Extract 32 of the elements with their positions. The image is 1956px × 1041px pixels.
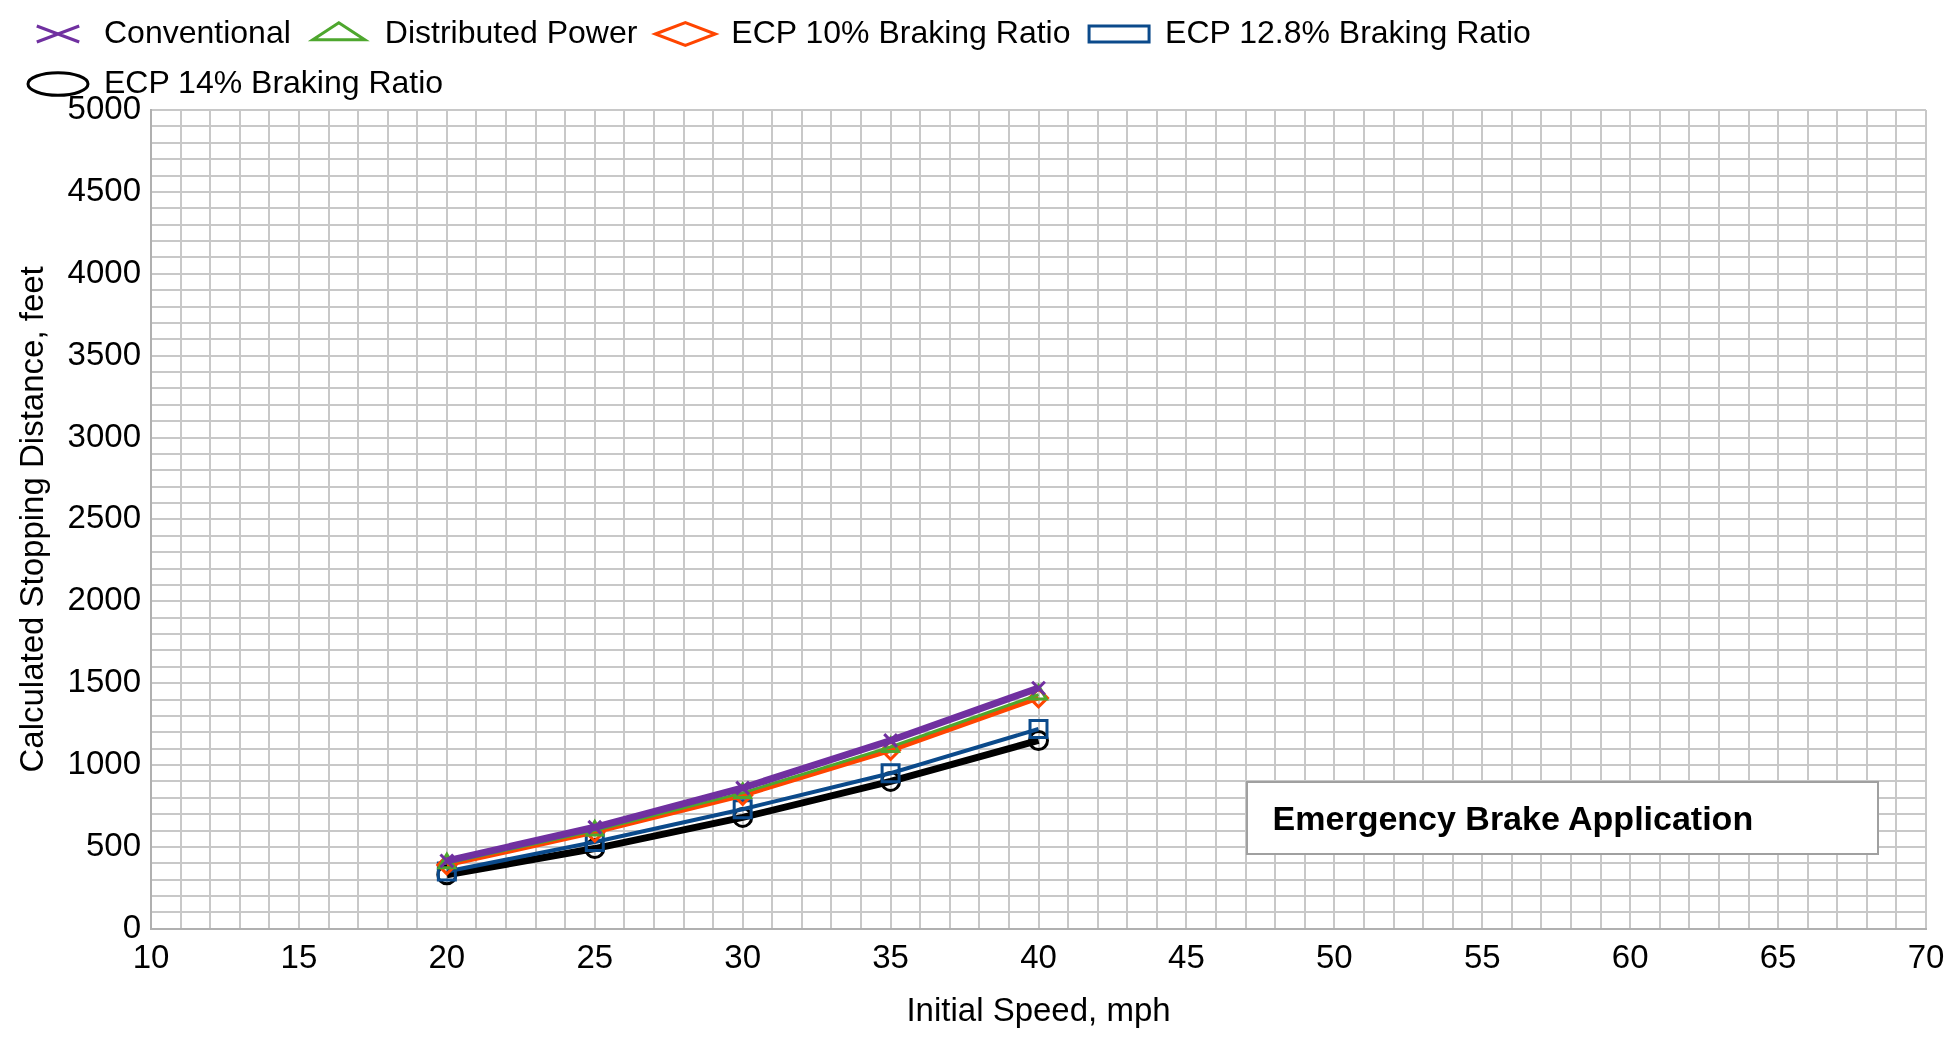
x-tick-label: 65 [1759,937,1797,975]
y-tick-label: 2500 [67,498,142,536]
x-tick-label: 30 [724,937,762,975]
x-tick-label: 20 [428,937,466,975]
text-box: Emergency Brake Application [1245,781,1879,856]
x-tick-label: 50 [1315,937,1353,975]
y-tick-label: 3500 [67,334,142,372]
x-tick-label: 35 [872,937,909,975]
x-tick-label: 40 [1020,937,1057,975]
point [1030,680,1047,696]
y-tick-label: 2000 [67,580,142,618]
x-tick-label: 70 [1907,937,1945,975]
legend-label: ECP 12.8% Braking Ratio [1165,13,1531,50]
y-tick-label: 3000 [67,416,142,454]
x-tick-label: 25 [576,937,614,975]
x-tick-label: 55 [1463,937,1501,975]
y-tick-label: 4000 [67,252,142,290]
x-axis-title: Initial Speed, mph [906,991,1171,1029]
y-tick-label: 1500 [67,662,142,700]
point [1028,719,1049,739]
point [882,732,899,749]
x-tick-label: 60 [1611,937,1649,975]
y-axis-title: Calculated Stopping Distance, feet [12,266,50,773]
legend-label: ECP 10% Braking Ratio [731,13,1071,50]
point [880,763,901,784]
x-tick-label: 15 [280,937,318,975]
x-tick-label: 45 [1168,937,1205,975]
legend-label: Conventional [104,13,291,50]
y-tick-label: 4500 [67,170,142,208]
legend-label: Distributed Power [384,13,638,50]
y-tick-label: 1000 [67,744,142,782]
y-tick-label: 500 [85,826,142,864]
